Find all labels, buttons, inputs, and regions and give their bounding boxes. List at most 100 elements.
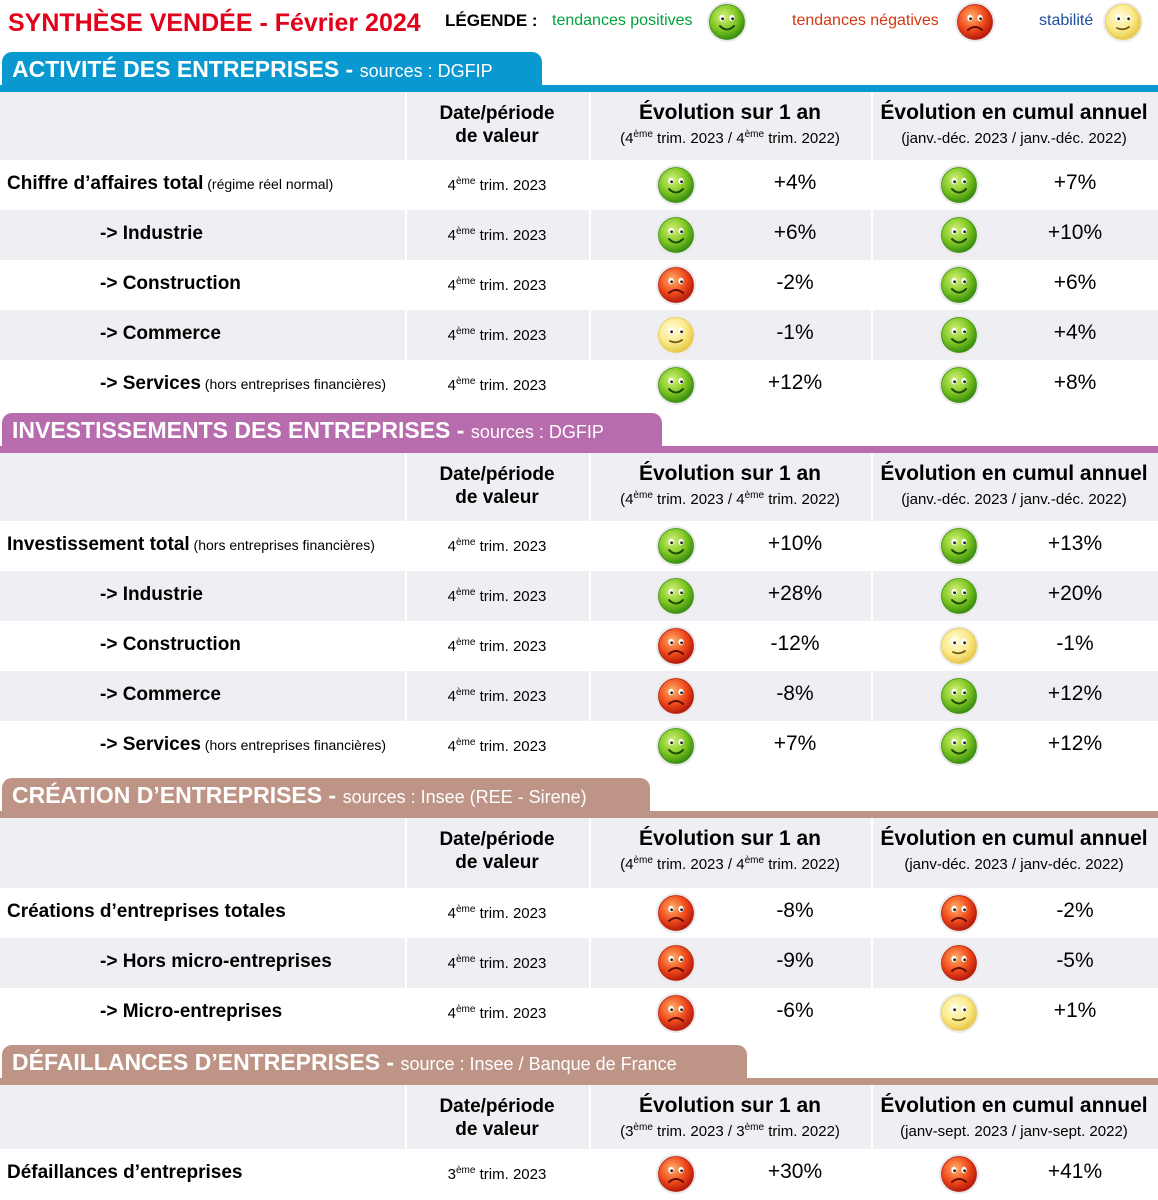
- header-date: Date/période de valeur: [406, 1095, 588, 1141]
- row-label: -> Construction: [100, 273, 241, 295]
- period-suffix: ème: [456, 276, 476, 287]
- period-rest: trim. 2023: [475, 955, 547, 972]
- period-part: trim. 2023 / 3: [652, 1123, 745, 1140]
- period-part: trim. 2023 / 4: [652, 856, 745, 873]
- period-suffix: ème: [456, 687, 476, 698]
- header-cumul-annuel: Évolution en cumul annuel (janv-déc. 2023…: [872, 826, 1156, 873]
- period-rest: trim. 2023: [475, 638, 547, 655]
- table-header: Date/période de valeur Évolution sur 1 an(…: [0, 92, 1158, 160]
- evolution-1an-value: -8%: [776, 682, 814, 705]
- period-number: 4: [447, 955, 456, 972]
- period-number: 4: [447, 1005, 456, 1022]
- column-divider: [405, 1085, 407, 1200]
- row-label: -> Micro-entreprises: [100, 1001, 282, 1023]
- period-part: trim. 2022): [764, 130, 840, 147]
- row-period: 4ème trim. 2023: [406, 327, 588, 345]
- period-rest: trim. 2023: [475, 327, 547, 344]
- period-part: (4: [620, 491, 634, 508]
- section-title: ACTIVITÉ DES ENTREPRISES: [12, 56, 340, 82]
- period-part: (3: [620, 1123, 634, 1140]
- section-creation: CRÉATION D’ENTREPRISES - sources : Insee…: [0, 778, 1158, 1040]
- evolution-1an-value: +4%: [773, 171, 817, 194]
- period-part: ème: [633, 129, 653, 140]
- legend-stable-text: stabilité: [1039, 12, 1094, 29]
- row-period: 4ème trim. 2023: [406, 377, 588, 395]
- period-number: 4: [447, 588, 456, 605]
- row-label-text: Chiffre d’affaires total: [7, 173, 204, 194]
- period-part: ème: [744, 490, 765, 501]
- header-date-line2: de valeur: [455, 487, 539, 508]
- cumul-annuel-value: +6%: [1053, 271, 1097, 294]
- section-underline: [0, 811, 1158, 818]
- cumul-annuel-value: +12%: [1047, 682, 1103, 705]
- period-part: ème: [633, 1122, 653, 1133]
- period-number: 4: [447, 538, 456, 555]
- period-part: trim. 2023 / 4: [652, 491, 745, 508]
- header-evolution-title: Évolution sur 1 an: [638, 827, 822, 850]
- row-label-text: -> Commerce: [100, 323, 221, 344]
- row-period: 4ème trim. 2023: [406, 687, 588, 706]
- period-suffix: ème: [456, 1165, 476, 1176]
- positive-smiley-icon: [938, 264, 980, 306]
- negative-smiley-icon: [938, 942, 980, 984]
- row-label: Créations d’entreprises totales: [7, 901, 286, 923]
- header-date: Date/période de valeur: [406, 102, 588, 148]
- row-period: 4ème trim. 2023: [406, 587, 588, 606]
- row-period: 3ème trim. 2023: [406, 1165, 588, 1184]
- cumul-annuel-value: +20%: [1047, 582, 1103, 605]
- header-date-line2: de valeur: [455, 852, 539, 873]
- period-number: 4: [447, 738, 456, 755]
- evolution-1an-value: +6%: [773, 221, 817, 244]
- table-row: -> Services (hors entreprises financière…: [0, 360, 1158, 410]
- period-suffix: ème: [456, 587, 476, 598]
- row-label-text: -> Industrie: [100, 584, 203, 605]
- column-divider: [405, 818, 407, 1038]
- period-part: ème: [633, 855, 653, 866]
- header-evolution-period: (3ème trim. 2023 / 3ème trim. 2022): [590, 1122, 870, 1141]
- period-number: 4: [447, 177, 456, 194]
- period-part: ème: [744, 855, 765, 866]
- period-part: (4: [620, 130, 634, 147]
- row-label-text: -> Construction: [100, 634, 241, 655]
- table-row: -> Commerce 4ème trim. 2023 -8% +12%: [0, 671, 1158, 721]
- row-label: -> Commerce: [100, 684, 221, 706]
- row-label: -> Hors micro-entreprises: [100, 951, 332, 973]
- row-label-note: (hors entreprises financières): [200, 737, 387, 753]
- cumul-annuel-value: +4%: [1053, 321, 1097, 344]
- negative-smiley-icon: [655, 675, 697, 717]
- period-suffix: ème: [456, 737, 476, 748]
- header-evolution-1an: Évolution sur 1 an (3ème trim. 2023 / 3èm…: [590, 1093, 870, 1140]
- period-suffix: ème: [456, 537, 476, 548]
- evolution-1an-value: +30%: [767, 1160, 823, 1183]
- column-divider: [589, 453, 591, 771]
- cumul-annuel-value: +1%: [1053, 999, 1097, 1022]
- positive-smiley-icon: [655, 525, 697, 567]
- positive-smiley-icon: [938, 214, 980, 256]
- period-suffix: ème: [456, 176, 476, 187]
- row-label: -> Industrie: [100, 584, 203, 606]
- row-label-text: Défaillances d’entreprises: [7, 1162, 243, 1183]
- negative-smiley-icon: [938, 892, 980, 934]
- header-date: Date/période de valeur: [406, 463, 588, 509]
- period-part: trim. 2022): [764, 1123, 840, 1140]
- row-label-note: (régime réel normal): [203, 176, 334, 192]
- row-label-text: Investissement total: [7, 534, 190, 555]
- row-period: 4ème trim. 2023: [406, 176, 588, 195]
- header-cumul-title: Évolution en cumul annuel: [880, 827, 1148, 850]
- cumul-annuel-value: +41%: [1047, 1160, 1103, 1183]
- header-cumul-annuel: Évolution en cumul annuel (janv-sept. 202…: [872, 1093, 1156, 1140]
- legend-negative-text: tendances négatives: [792, 12, 939, 29]
- period-rest: trim. 2023: [475, 377, 547, 394]
- table-row: -> Industrie 4ème trim. 2023 +6% +10%: [0, 210, 1158, 260]
- row-label: -> Commerce: [100, 323, 221, 345]
- section-investissements: INVESTISSEMENTS DES ENTREPRISES - source…: [0, 413, 1158, 773]
- positive-smiley-icon: [938, 364, 980, 406]
- section-source: source : Insee / Banque de France: [400, 1054, 677, 1074]
- section-underline: [0, 446, 1158, 453]
- section-dash: -: [450, 417, 471, 443]
- period-rest: trim. 2023: [475, 905, 547, 922]
- period-rest: trim. 2023: [475, 227, 547, 244]
- column-divider: [589, 1085, 591, 1200]
- period-suffix: ème: [456, 226, 476, 237]
- top-banner: SYNTHÈSE VENDÉE - Février 2024 LÉGENDE :…: [0, 0, 1158, 46]
